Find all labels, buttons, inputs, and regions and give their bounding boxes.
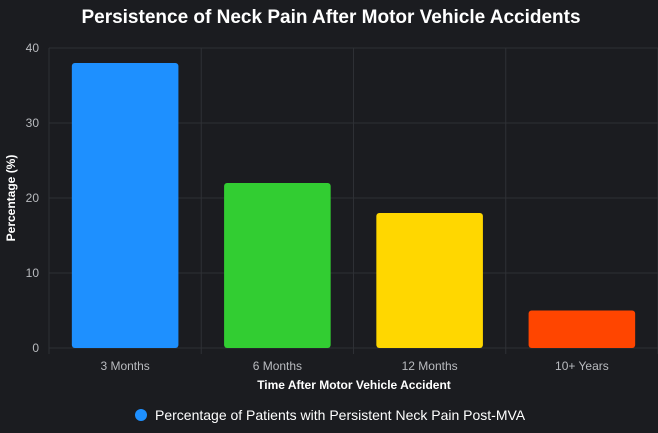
y-tick-label: 10: [26, 266, 40, 280]
y-axis-ticks: 0 10 20 30 40: [26, 41, 40, 355]
x-tick-label: 10+ Years: [555, 359, 609, 373]
chart-title: Persistence of Neck Pain After Motor Veh…: [81, 7, 580, 28]
x-tick-label: 3 Months: [100, 359, 149, 373]
x-tick-label: 12 Months: [402, 359, 458, 373]
y-tick-label: 30: [26, 116, 40, 130]
x-axis-label: Time After Motor Vehicle Accident: [257, 378, 451, 392]
x-tick-label: 6 Months: [253, 359, 302, 373]
y-tick-label: 0: [32, 341, 39, 355]
legend-marker: [135, 409, 147, 421]
bar[interactable]: [376, 213, 483, 348]
y-tick-label: 20: [26, 191, 40, 205]
bars: [71, 63, 636, 349]
bar[interactable]: [224, 183, 331, 348]
legend-label: Percentage of Patients with Persistent N…: [155, 407, 526, 423]
x-axis-ticks: 3 Months 6 Months 12 Months 10+ Years: [100, 359, 608, 373]
y-axis-label: Percentage (%): [4, 155, 18, 242]
y-tick-label: 40: [26, 41, 40, 55]
bar[interactable]: [528, 310, 636, 349]
legend[interactable]: Percentage of Patients with Persistent N…: [135, 407, 526, 423]
bar[interactable]: [71, 63, 179, 348]
